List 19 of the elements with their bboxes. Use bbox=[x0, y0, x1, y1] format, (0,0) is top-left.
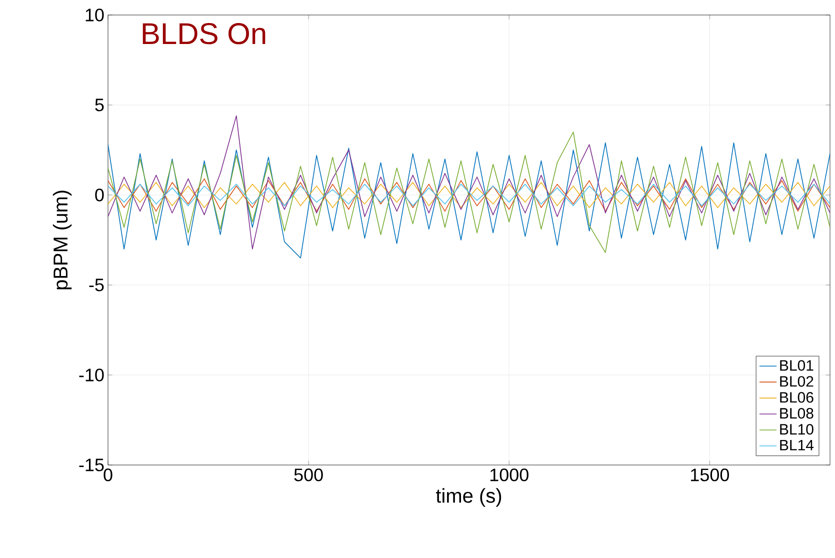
x-axis-title: time (s) bbox=[436, 488, 502, 507]
x-tick-label: 1500 bbox=[691, 468, 729, 482]
legend-label: BL14 bbox=[780, 440, 814, 450]
chart-title: BLDS On bbox=[142, 23, 266, 44]
y-tick-label: 0 bbox=[95, 188, 104, 202]
x-tick-label: 1000 bbox=[490, 468, 528, 482]
y-tick-label: -10 bbox=[79, 368, 104, 382]
y-tick-label: -15 bbox=[79, 458, 104, 472]
legend-label: BL02 bbox=[780, 376, 814, 387]
y-tick-label: 5 bbox=[95, 98, 104, 112]
legend-label: BL08 bbox=[780, 408, 814, 419]
x-tick-label: 500 bbox=[294, 468, 323, 482]
y-axis-title: pBPM (um) bbox=[52, 190, 72, 290]
legend-label: BL01 bbox=[780, 360, 814, 371]
y-tick-label: 10 bbox=[86, 8, 104, 22]
y-tick-label: -5 bbox=[89, 278, 104, 292]
legend-label: BL10 bbox=[780, 424, 814, 435]
legend-label: BL06 bbox=[780, 392, 814, 403]
x-tick-label: 0 bbox=[104, 468, 112, 482]
